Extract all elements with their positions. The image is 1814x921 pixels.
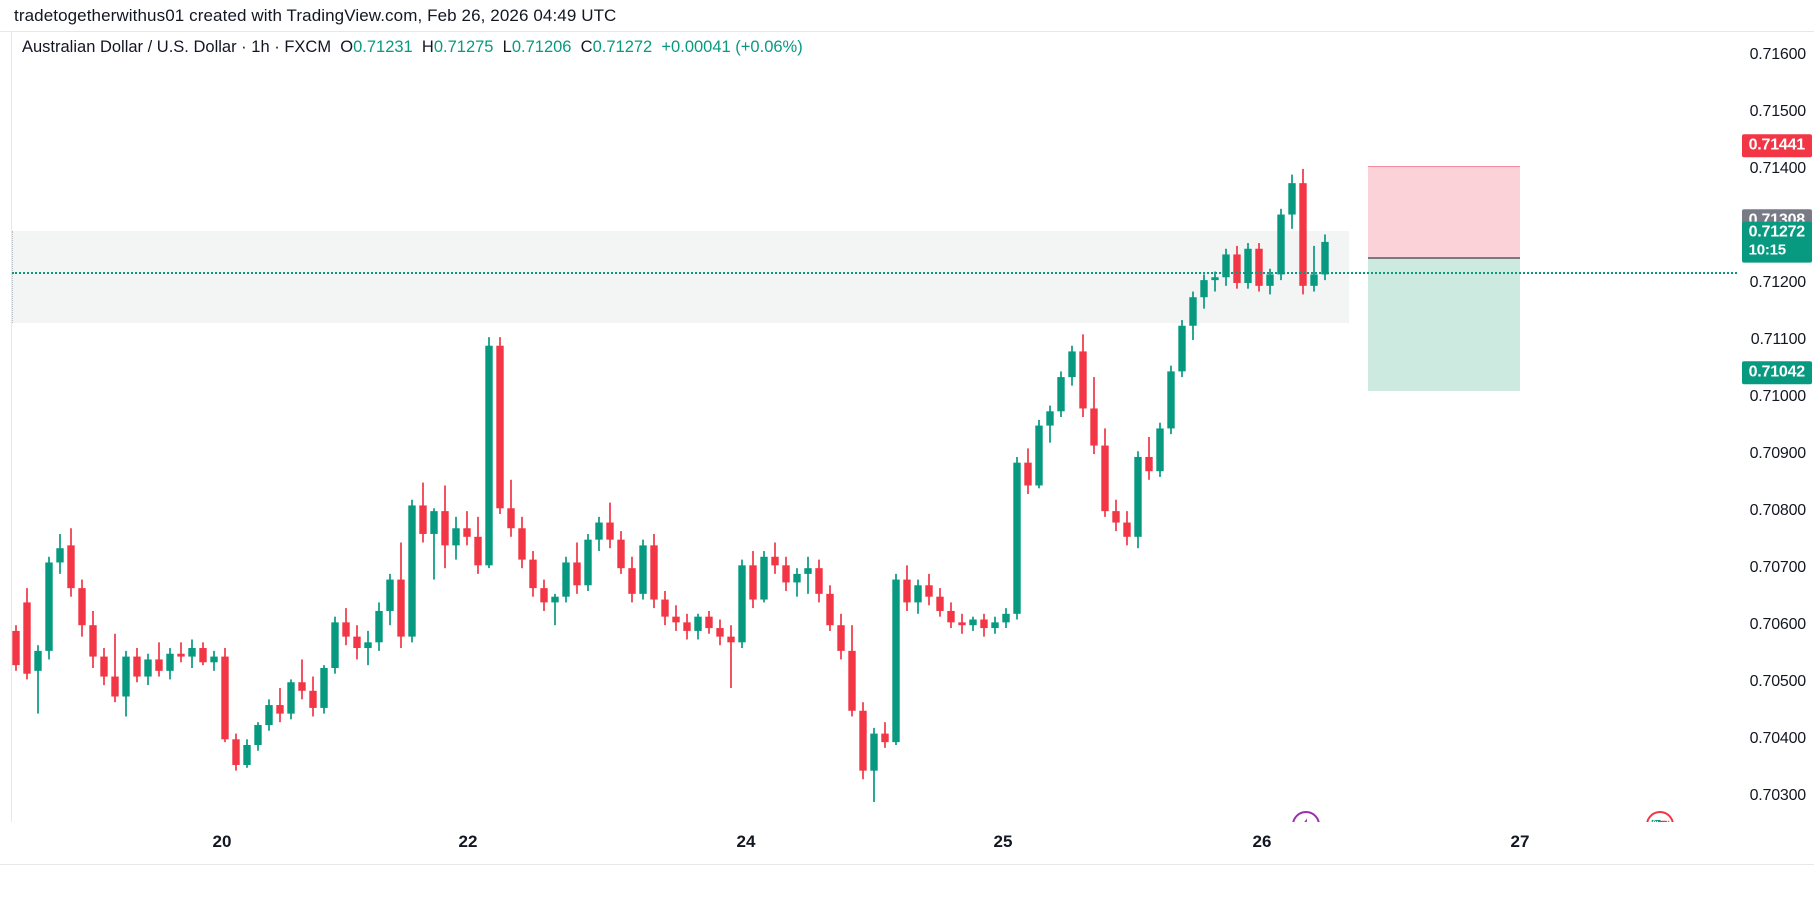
price-tick-0-70400: 0.70400 [1749,730,1807,748]
legend-symbol-name: Australian Dollar / U.S. Dollar [22,38,237,56]
position-stop-loss-area[interactable] [1368,166,1520,258]
time-tick-22: 22 [458,832,478,851]
price-tick-0-70300: 0.70300 [1749,787,1807,805]
last-price-line [12,272,1737,274]
price-tick-0-71400: 0.71400 [1749,159,1807,177]
price-tick-0-70800: 0.70800 [1749,502,1807,520]
footer-bar: TradingView [0,865,1814,921]
target-price-pill[interactable]: 0.71042 [1741,361,1812,385]
time-tick-24: 24 [736,832,756,851]
time-axis-bottom-border [0,864,1814,865]
legend-sep-2: · [274,38,280,56]
chart-legend[interactable]: Australian Dollar / U.S. Dollar · 1h · F… [22,39,803,56]
price-tick-0-70500: 0.70500 [1749,673,1807,691]
time-tick-25: 25 [993,832,1013,851]
chart-left-border [11,32,12,822]
time-axis[interactable]: 20 22 24 25 26 27 [0,822,1814,864]
legend-high-label: H [421,38,434,56]
position-target-profit-area[interactable] [1368,259,1520,391]
legend-high-value: 0.71275 [433,38,494,56]
time-tick-26: 26 [1252,832,1272,851]
price-tick-0-70900: 0.70900 [1749,445,1807,463]
legend-interval: 1h [251,38,270,56]
legend-low-value: 0.71206 [511,38,572,56]
price-tick-0-71000: 0.71000 [1749,388,1807,406]
time-tick-20: 20 [212,832,232,851]
legend-close-label: C [580,38,593,56]
price-tick-0-70600: 0.70600 [1749,616,1807,634]
price-tick-0-71100: 0.71100 [1750,331,1806,348]
us-flag-icon [1651,816,1669,822]
last-price-time: 10:15 [1748,241,1787,259]
time-tick-27: 27 [1510,832,1530,851]
price-tick-0-71600: 0.71600 [1749,45,1807,63]
legend-sep-1: · [241,38,247,56]
header-divider [0,31,1814,32]
price-axis[interactable]: 0.71600 0.71500 0.71400 0.71200 0.71100 0.710… [1737,32,1814,822]
chart-panel[interactable] [0,32,1737,822]
price-tick-0-71500: 0.71500 [1749,102,1807,120]
legend-open-value: 0.71231 [353,38,413,56]
price-tick-0-71200: 0.71200 [1749,274,1807,291]
stop-price-pill[interactable]: 0.71441 [1741,133,1812,158]
last-price-pill[interactable]: 0.71272 10:15 [1741,221,1812,263]
legend-change: +0.00041 [661,38,731,56]
legend-close-value: 0.71272 [592,38,653,56]
legend-exchange: FXCM [284,38,332,56]
position-entry-line[interactable] [1368,257,1520,260]
price-tick-0-70700: 0.70700 [1749,559,1807,577]
legend-change-percent: (+0.06%) [735,38,803,56]
legend-low-label: L [502,38,512,56]
attribution-text: tradetogetherwithus01 created with Tradi… [14,6,617,25]
candlestick-series[interactable] [0,32,1737,822]
supply-zone-rectangle[interactable] [12,231,1349,323]
supply-zone-left-edge [12,231,13,323]
legend-open-label: O [340,38,354,56]
lightning-icon [1304,818,1307,822]
